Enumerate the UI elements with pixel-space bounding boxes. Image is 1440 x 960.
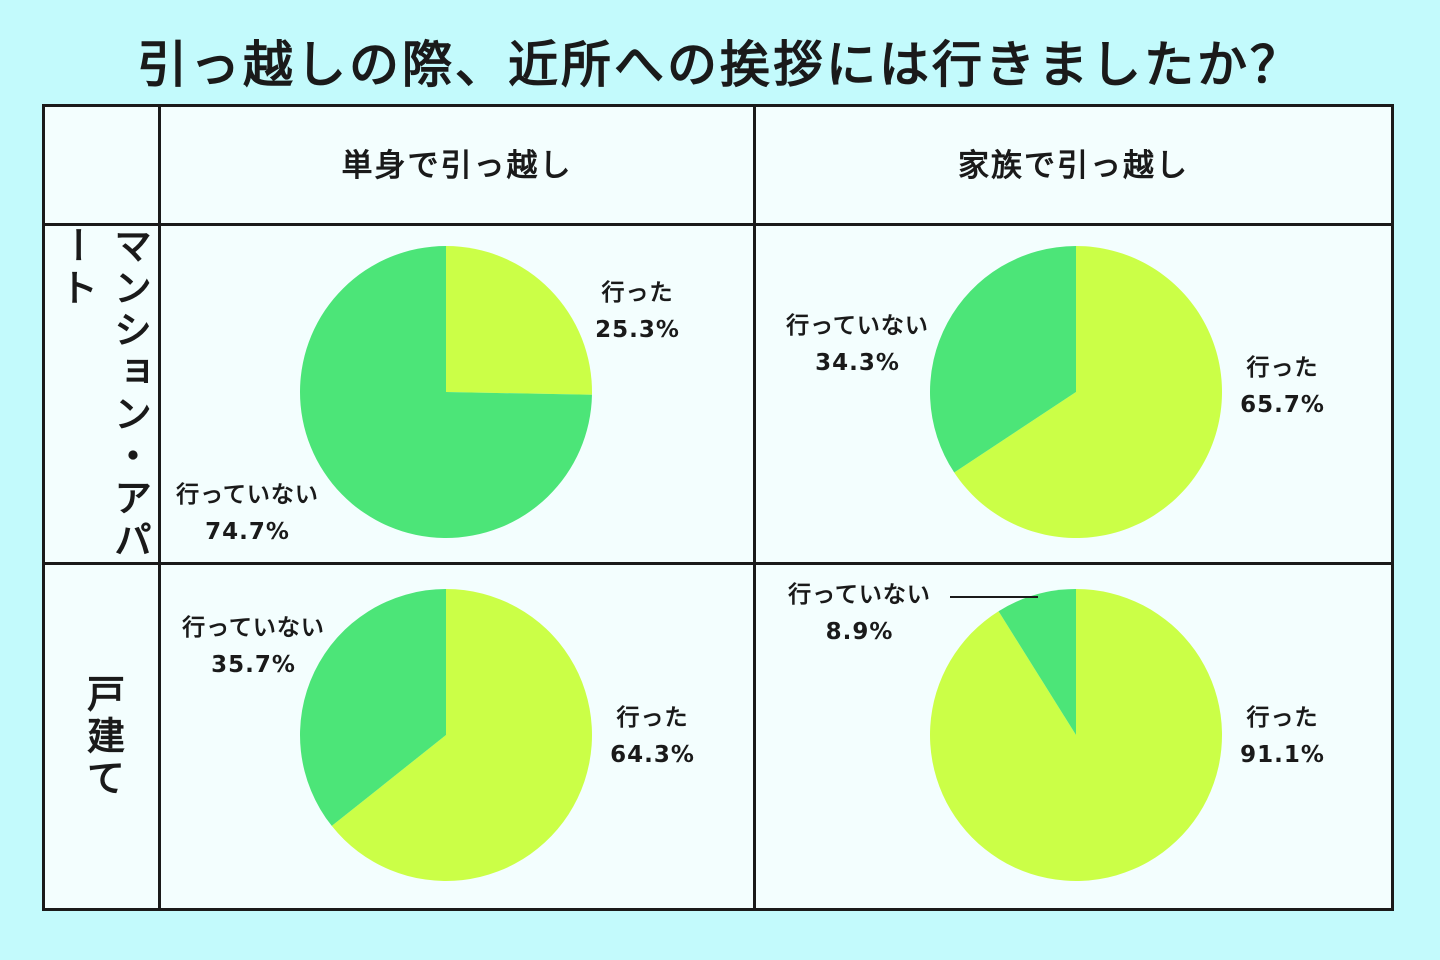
pie-house-family-notwent-label: 行っていない 8.9% (772, 577, 947, 651)
pie-apartment-single-went-label: 行った 25.3% (590, 275, 685, 349)
pie-slice-went (331, 589, 592, 881)
pie-slice-not-went (300, 589, 446, 826)
pie-slice-went (446, 246, 592, 395)
pie-house-family-went-label: 行った 91.1% (1235, 700, 1330, 774)
pie-apartment-family (930, 246, 1222, 538)
slice-label: 行った (616, 705, 689, 731)
row-header-divider (158, 107, 161, 908)
slice-value: 35.7% (211, 652, 296, 678)
slice-value: 25.3% (595, 317, 680, 343)
pie-apartment-single-notwent-label: 行っていない 74.7% (160, 477, 335, 551)
row-divider (45, 562, 1391, 565)
column-header-single: 単身で引っ越し (341, 148, 573, 184)
slice-label: 行った (1246, 705, 1319, 731)
leader-line (950, 596, 1038, 598)
slice-value: 64.3% (610, 742, 695, 768)
pie-slice-not-went (998, 589, 1076, 735)
row-header-house: 戸建て (80, 673, 125, 800)
slice-label: 行っていない (788, 582, 931, 608)
chart-title: 引っ越しの際、近所への挨拶には行きましたか？ (137, 36, 1303, 94)
slice-label: 行っていない (182, 615, 325, 641)
pie-slice-not-went (930, 246, 1076, 473)
pie-slice-not-went (299, 246, 592, 538)
pie-slice-went (954, 246, 1222, 538)
comparison-table: 単身で引っ越し 家族で引っ越し マンション・アパート 戸建て (42, 104, 1394, 911)
slice-value: 74.7% (205, 519, 290, 545)
column-header-family: 家族で引っ越し (958, 148, 1189, 184)
pie-house-single-went-label: 行った 64.3% (605, 700, 700, 774)
pie-apartment-single (299, 246, 592, 538)
pie-apartment-family-notwent-label: 行っていない 34.3% (770, 308, 945, 382)
column-divider (753, 107, 756, 908)
slice-label: 行った (1246, 355, 1319, 381)
slice-value: 34.3% (815, 350, 900, 376)
pie-house-single (300, 589, 592, 881)
slice-label: 行っていない (176, 482, 319, 508)
pie-apartment-family-went-label: 行った 65.7% (1235, 350, 1330, 424)
slice-value: 8.9% (825, 619, 894, 645)
slice-label: 行っていない (786, 313, 929, 339)
pie-house-family (930, 589, 1222, 881)
slice-value: 65.7% (1240, 392, 1325, 418)
pie-house-single-notwent-label: 行っていない 35.7% (166, 610, 341, 684)
header-divider (45, 223, 1391, 226)
row-header-apartment: マンション・アパート (53, 226, 152, 562)
slice-value: 91.1% (1240, 742, 1325, 768)
slice-label: 行った (601, 280, 674, 306)
